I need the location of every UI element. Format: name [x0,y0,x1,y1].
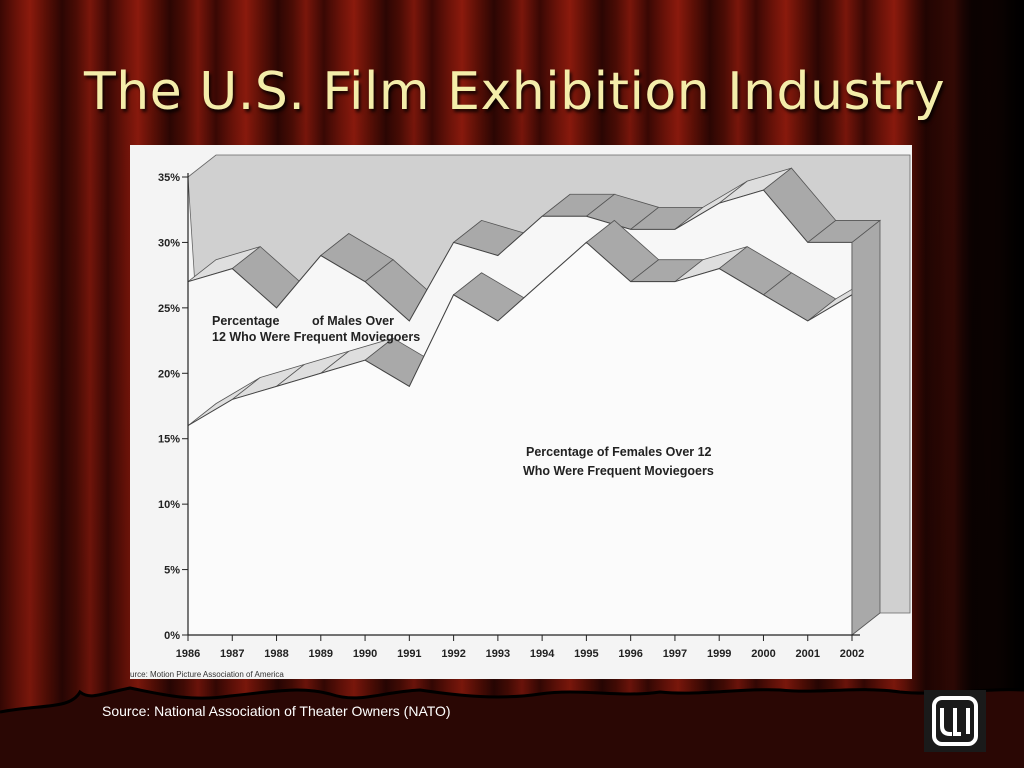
x-tick-label: 1994 [530,648,555,660]
x-tick-label: 1987 [220,648,244,660]
y-tick-label: 35% [158,172,180,184]
right-side-face [851,219,881,636]
y-tick-label: 0% [164,630,180,642]
x-tick-label: 1995 [574,648,598,660]
y-tick-label: 10% [158,499,180,511]
slide-title: The U.S. Film Exhibition Industry [84,62,946,122]
x-tick-label: 1996 [618,648,642,660]
x-tick-label: 1990 [353,648,377,660]
y-tick-label: 30% [158,237,180,249]
males-label-line2: 12 Who Were Frequent Moviegoers [212,330,420,344]
y-tick-label: 25% [158,303,180,315]
moviegoers-chart: 0%5%10%15%20%25%30%35% 1986 1987 1988 1989 1… [130,154,911,679]
uli-logo-mark [932,696,978,746]
x-tick-label: 2002 [840,648,864,660]
y-tick-label: 15% [158,434,180,446]
females-label-line2: Who Were Frequent Moviegoers [523,464,714,478]
x-tick-label: 1999 [707,648,731,660]
y-axis-ticks: 0% 5% 10% 15% 20% 25% 30% 35% [158,172,188,642]
x-tick-label: 1993 [486,648,510,660]
x-tick-label: 1986 [176,648,200,660]
chart-bands [187,167,882,636]
chart-panel: 0% 5% 10% 15% 20% 25% 30% 35% 1986 1987 1988 1989 1… [130,145,912,679]
chart-axes [187,173,860,636]
females-label-line1: Percentage of Females Over 12 [526,445,712,459]
males-label-line1b: of Males Over [312,314,394,328]
x-tick-label: 1997 [663,648,687,660]
curtain-shadow [904,0,1024,768]
x-tick-label: 2001 [795,648,819,660]
source-credit: Source: National Association of Theater … [102,703,451,719]
chart-source-note: urce: Motion Picture Association of Amer… [130,670,284,679]
y-tick-label: 20% [158,368,180,380]
stage-floor [0,686,1024,768]
x-tick-label: 1991 [397,648,421,660]
x-tick-label: 1988 [264,648,288,660]
males-label-line1: Percentage [212,314,279,328]
uli-logo [924,690,986,752]
x-tick-label: 2000 [751,648,775,660]
y-tick-label: 5% [164,565,180,577]
series-labels: Percentage of Males Over 12 Who Were Fre… [130,314,714,679]
x-axis-ticks: 1986 1987 1988 1989 1990 1991 1992 1993 1994 1995… [176,635,864,660]
x-tick-label: 1992 [441,648,465,660]
x-tick-label: 1989 [309,648,333,660]
